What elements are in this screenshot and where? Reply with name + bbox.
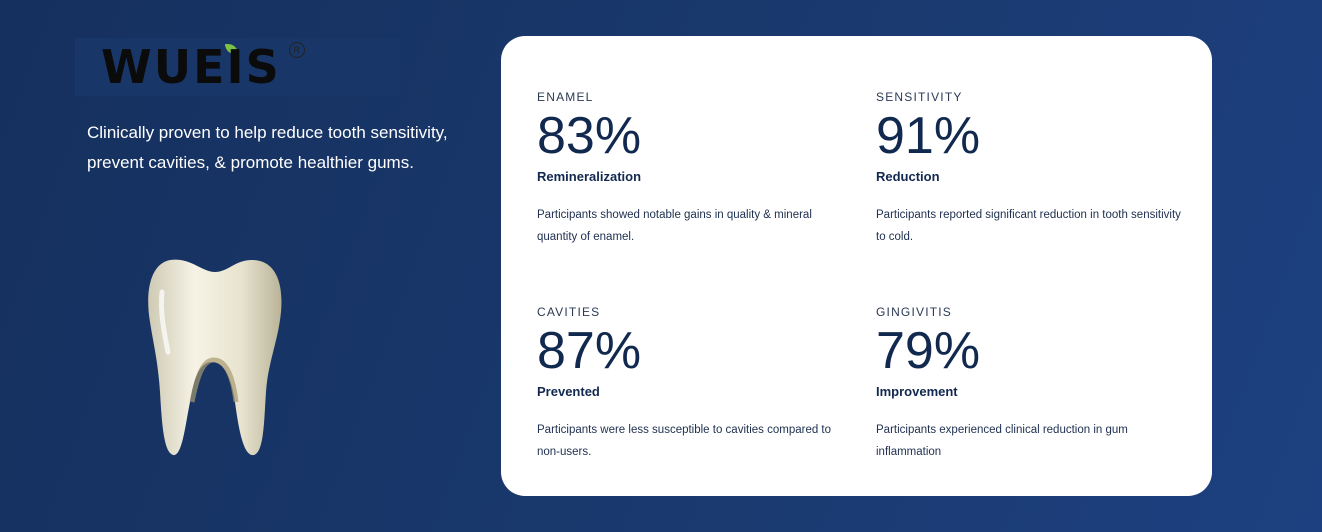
leaf-icon: [225, 44, 238, 54]
stat-gingivitis: GINGIVITIS 79% Improvement Participants …: [876, 305, 1176, 463]
registered-mark: R: [288, 42, 305, 58]
brand-logo: WUEIS R: [75, 38, 400, 96]
stat-subtitle: Remineralization: [537, 169, 642, 184]
stat-description: Participants reported significant reduct…: [876, 209, 1181, 243]
stat-description: Participants were less susceptible to ca…: [537, 424, 832, 458]
hero-tagline: Clinically proven to help reduce tooth s…: [87, 123, 448, 172]
stat-label: GINGIVITIS: [876, 305, 953, 319]
logo-wordmark: WUEIS: [101, 40, 281, 94]
stat-subtitle: Reduction: [876, 169, 940, 184]
stat-value: 87%: [537, 322, 642, 380]
stat-description: Participants showed notable gains in qua…: [537, 209, 812, 243]
logo-row: WUEIS R: [101, 42, 305, 92]
stats-card: ENAMEL 83% Remineralization Participants…: [501, 36, 1212, 496]
stat-label: SENSITIVITY: [876, 90, 963, 104]
stat-value: 83%: [537, 107, 642, 165]
stat-value: 79%: [876, 322, 981, 380]
stat-enamel: ENAMEL 83% Remineralization Participants…: [537, 90, 837, 248]
stat-value: 91%: [876, 107, 981, 165]
stat-subtitle: Prevented: [537, 384, 600, 399]
stat-description: Participants experienced clinical reduct…: [876, 424, 1128, 458]
stat-sensitivity: SENSITIVITY 91% Reduction Participants r…: [876, 90, 1181, 248]
tooth-image: [148, 259, 282, 456]
stat-subtitle: Improvement: [876, 384, 958, 399]
stat-label: CAVITIES: [537, 305, 601, 319]
stat-cavities: CAVITIES 87% Prevented Participants were…: [537, 305, 837, 463]
stat-label: ENAMEL: [537, 90, 594, 104]
